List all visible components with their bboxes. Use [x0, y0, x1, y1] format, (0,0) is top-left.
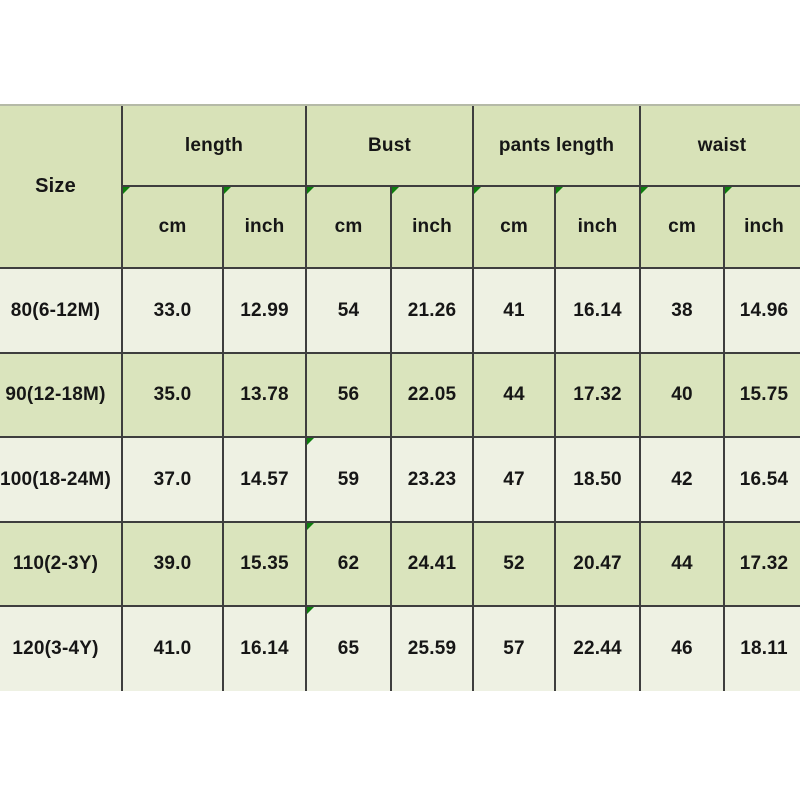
unit-header-cell: inch — [725, 187, 800, 269]
value-cell: 44 — [474, 354, 556, 438]
value-cell: 16.54 — [725, 438, 800, 523]
size-chart-table: Size length Bust pants length waist cm i… — [0, 104, 800, 691]
value-cell: 56 — [307, 354, 392, 438]
size-header-cell: Size — [0, 106, 123, 269]
cell-corner-flag-icon — [224, 187, 231, 194]
value-cell: 42 — [641, 438, 725, 523]
size-cell: 90(12-18M) — [0, 354, 123, 438]
value-cell: 15.75 — [725, 354, 800, 438]
value-label: 62 — [337, 553, 360, 574]
value-cell: 24.41 — [392, 523, 474, 607]
value-cell: 41 — [474, 269, 556, 354]
value-label: 65 — [337, 638, 360, 659]
size-cell: 110(2-3Y) — [0, 523, 123, 607]
value-cell: 33.0 — [123, 269, 224, 354]
unit-header-label: cm — [334, 216, 363, 237]
group-header-bust: Bust — [307, 106, 474, 187]
group-header-pants-length: pants length — [474, 106, 641, 187]
unit-header-label: cm — [158, 216, 187, 237]
value-cell: 13.78 — [224, 354, 307, 438]
unit-header-label: inch — [577, 216, 618, 237]
unit-header-cell: cm — [307, 187, 392, 269]
unit-header-cell: cm — [123, 187, 224, 269]
cell-corner-flag-icon — [556, 187, 563, 194]
value-cell: 18.50 — [556, 438, 641, 523]
value-cell: 17.32 — [556, 354, 641, 438]
value-cell: 16.14 — [224, 607, 307, 691]
value-cell: 39.0 — [123, 523, 224, 607]
unit-header-label: inch — [244, 216, 285, 237]
value-cell: 46 — [641, 607, 725, 691]
value-cell: 15.35 — [224, 523, 307, 607]
unit-header-cell: inch — [224, 187, 307, 269]
unit-header-cell: inch — [392, 187, 474, 269]
group-header-length: length — [123, 106, 307, 187]
value-cell: 20.47 — [556, 523, 641, 607]
unit-header-label: inch — [744, 216, 784, 237]
value-cell: 23.23 — [392, 438, 474, 523]
size-cell: 80(6-12M) — [0, 269, 123, 354]
unit-header-label: cm — [500, 216, 528, 237]
value-cell: 41.0 — [123, 607, 224, 691]
cell-corner-flag-icon — [641, 187, 648, 194]
value-cell: 22.44 — [556, 607, 641, 691]
cell-corner-flag-icon — [474, 187, 481, 194]
unit-header-cell: cm — [474, 187, 556, 269]
value-cell: 21.26 — [392, 269, 474, 354]
value-cell: 44 — [641, 523, 725, 607]
value-cell: 14.57 — [224, 438, 307, 523]
value-cell: 40 — [641, 354, 725, 438]
unit-header-label: inch — [412, 216, 452, 237]
unit-header-cell: cm — [641, 187, 725, 269]
value-cell: 52 — [474, 523, 556, 607]
value-cell: 57 — [474, 607, 556, 691]
value-cell: 38 — [641, 269, 725, 354]
value-cell: 35.0 — [123, 354, 224, 438]
value-cell: 59 — [307, 438, 392, 523]
value-cell: 17.32 — [725, 523, 800, 607]
value-cell: 62 — [307, 523, 392, 607]
value-cell: 18.11 — [725, 607, 800, 691]
cell-corner-flag-icon — [307, 523, 314, 530]
value-cell: 14.96 — [725, 269, 800, 354]
cell-corner-flag-icon — [307, 187, 314, 194]
cell-corner-flag-icon — [307, 438, 314, 445]
unit-header-cell: inch — [556, 187, 641, 269]
size-cell: 120(3-4Y) — [0, 607, 123, 691]
cell-corner-flag-icon — [123, 187, 130, 194]
value-cell: 12.99 — [224, 269, 307, 354]
value-cell: 65 — [307, 607, 392, 691]
cell-corner-flag-icon — [725, 187, 732, 194]
value-label: 59 — [337, 468, 360, 490]
unit-header-label: cm — [668, 216, 696, 237]
value-cell: 25.59 — [392, 607, 474, 691]
size-cell: 100(18-24M) — [0, 438, 123, 523]
cell-corner-flag-icon — [392, 187, 399, 194]
value-cell: 47 — [474, 438, 556, 523]
cell-corner-flag-icon — [307, 607, 314, 614]
value-cell: 22.05 — [392, 354, 474, 438]
value-cell: 37.0 — [123, 438, 224, 523]
value-cell: 16.14 — [556, 269, 641, 354]
value-cell: 54 — [307, 269, 392, 354]
group-header-waist: waist — [641, 106, 800, 187]
